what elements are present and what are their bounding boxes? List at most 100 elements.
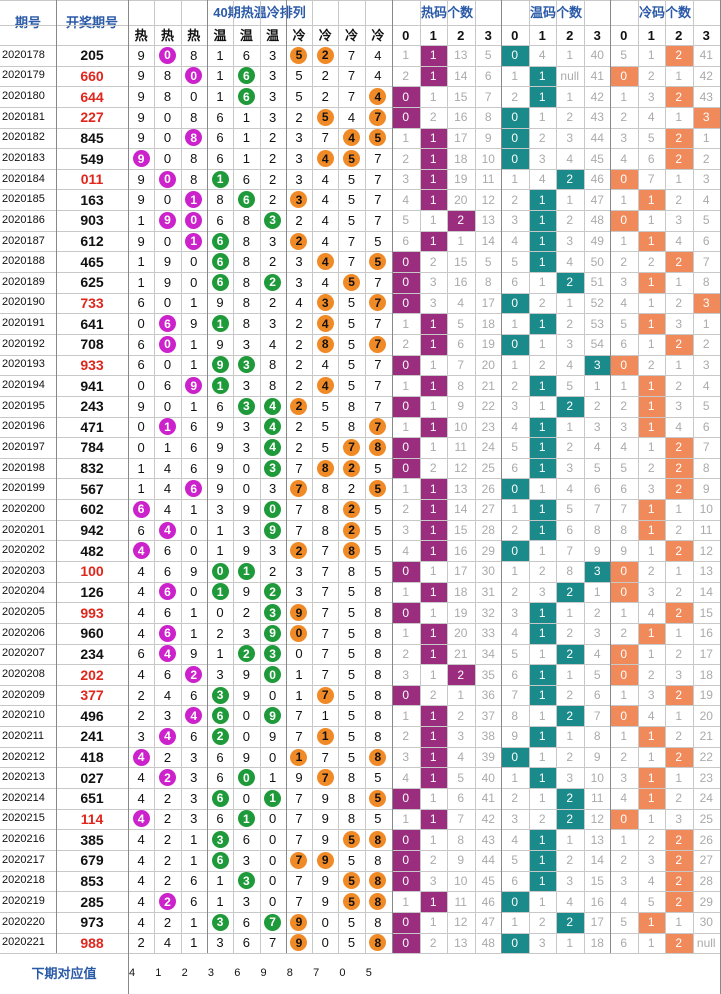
rank-digit-cell: 5 xyxy=(338,933,364,954)
rank-digit-cell: 1 xyxy=(181,933,207,954)
hot-miss-value: 10 xyxy=(481,151,495,166)
warm-digit-ball: 2 xyxy=(237,645,255,663)
cold-count-cell: 2 xyxy=(665,457,693,479)
draw-number: 641 xyxy=(80,315,104,332)
grid-line xyxy=(0,849,721,851)
hot-miss-value: 1 xyxy=(429,357,437,372)
warm-miss-value: 2 xyxy=(538,915,546,930)
cold-count-cell: 7 xyxy=(610,499,638,520)
hot-count-cell: 21 xyxy=(447,644,475,665)
hot-miss-value: 15 xyxy=(454,89,468,104)
rank-digit-cell: 0 xyxy=(128,375,154,396)
draw-number: 903 xyxy=(80,212,104,229)
draw-number: 679 xyxy=(80,852,104,869)
warm-miss-value: 44 xyxy=(590,130,604,145)
warm-count-cell: 1 xyxy=(528,86,556,107)
warm-digit-ball: 3 xyxy=(211,686,229,704)
hot-count-block: 1 xyxy=(419,705,447,727)
hot-count-cell: 0 xyxy=(392,106,420,128)
rank-digit-cell: 6 xyxy=(207,210,233,231)
cold-digit-ball: 9 xyxy=(290,913,308,931)
warm-miss-value: 43 xyxy=(590,110,604,125)
rank-digit-cell: 9 xyxy=(207,417,233,438)
warm-miss-value: 1 xyxy=(566,605,574,620)
grid-line xyxy=(0,168,721,170)
warm-count-block: 0 xyxy=(501,127,529,149)
grid-line xyxy=(0,395,721,397)
hot-count-cell: 40 xyxy=(475,767,503,788)
grid-line xyxy=(0,911,721,913)
rank-col-label: 热 xyxy=(134,27,148,43)
grid-line xyxy=(0,664,721,666)
rank-digit: 8 xyxy=(347,398,356,414)
warm-count-cell: 2 xyxy=(501,582,529,603)
rank-digit: 0 xyxy=(163,233,172,249)
hot-digit-ball: 8 xyxy=(185,129,203,147)
hot-count-cell: 0 xyxy=(392,561,420,582)
warm-count-cell: 2 xyxy=(556,808,584,830)
warm-count-block: 0 xyxy=(501,891,529,912)
hot-count-cell: 19 xyxy=(447,169,475,190)
cold-digit-ball: 8 xyxy=(369,872,387,890)
cold-count-cell: 1 xyxy=(610,602,638,623)
cold-miss-value: 5 xyxy=(647,894,655,909)
grid-line xyxy=(0,519,721,521)
cold-digit-ball: 7 xyxy=(369,335,387,353)
cold-count-block: 1 xyxy=(637,189,665,211)
cold-count-cell: 3 xyxy=(638,850,666,871)
draw-number: 660 xyxy=(80,67,104,84)
footer-value: 5 xyxy=(365,967,372,980)
hot-count-cell: 5 xyxy=(392,210,420,231)
warm-count-cell: 2 xyxy=(584,396,612,417)
rank-digit-cell: 6 xyxy=(207,272,233,293)
cold-miss-value: 1 xyxy=(647,295,655,310)
warm-count-cell: 2 xyxy=(556,705,584,727)
rank-digit-cell: 3 xyxy=(207,664,233,685)
hot-digit-ball: 6 xyxy=(158,583,176,601)
rank-digit: 6 xyxy=(242,914,250,930)
rank-digit-cell: 2 xyxy=(286,334,312,355)
cold-count-cell: 1 xyxy=(610,86,638,107)
rank-digit-cell: 9 xyxy=(181,644,207,665)
cold-miss-value: 11 xyxy=(700,523,713,538)
cold-count-block: 0 xyxy=(610,808,638,830)
warm-digit-ball: 9 xyxy=(211,356,229,374)
warm-miss-value: 1 xyxy=(566,295,574,310)
period-cell: 2020192 xyxy=(2,337,45,350)
warm-count-cell: 1 xyxy=(528,767,556,789)
rank-digit-cell: 2 xyxy=(312,45,338,66)
rank-digit: 9 xyxy=(137,398,145,414)
rank-digit: 5 xyxy=(321,419,329,435)
rank-digit-cell: 8 xyxy=(365,705,391,726)
rank-digit-cell: 7 xyxy=(338,86,364,107)
warm-count-cell: 1 xyxy=(501,767,529,788)
rank-digit-cell: 8 xyxy=(181,169,207,190)
cold-count-cell: 2 xyxy=(665,520,693,541)
period-cell: 2020184 xyxy=(2,172,45,185)
warm-count-block: 0 xyxy=(501,932,529,954)
cold-miss-value: 2 xyxy=(647,68,655,83)
warm-miss-value: 14 xyxy=(590,853,604,868)
rank-digit-cell: 3 xyxy=(233,375,259,396)
rank-digit-cell: 5 xyxy=(365,499,391,520)
rank-digit-cell: 1 xyxy=(233,107,259,128)
warm-digit-ball: 4 xyxy=(264,397,282,415)
rank-digit-cell: 5 xyxy=(338,293,364,314)
hot-count-cell: 27 xyxy=(475,499,503,520)
hot-miss-value: 14 xyxy=(481,234,495,249)
hot-count-block: 0 xyxy=(392,561,420,582)
hot-miss-value: 2 xyxy=(429,853,437,868)
hot-count-cell: 1 xyxy=(419,540,447,561)
rank-digit-cell: 9 xyxy=(286,767,312,788)
period-cell: 2020212 xyxy=(2,750,45,763)
warm-miss-value: 6 xyxy=(511,873,519,888)
rank-digit: 0 xyxy=(163,109,172,125)
warm-count-cell: 2 xyxy=(556,437,584,458)
warm-miss-value: 4 xyxy=(566,151,574,166)
hot-miss-value: 13 xyxy=(454,48,468,63)
warm-count-cell: 6 xyxy=(556,520,584,541)
rank-digit-cell: 9 xyxy=(233,540,259,561)
rank-digit-cell: 8 xyxy=(181,45,207,66)
rank-digit-cell: 8 xyxy=(365,602,391,623)
hot-count-block: 1 xyxy=(419,65,447,87)
